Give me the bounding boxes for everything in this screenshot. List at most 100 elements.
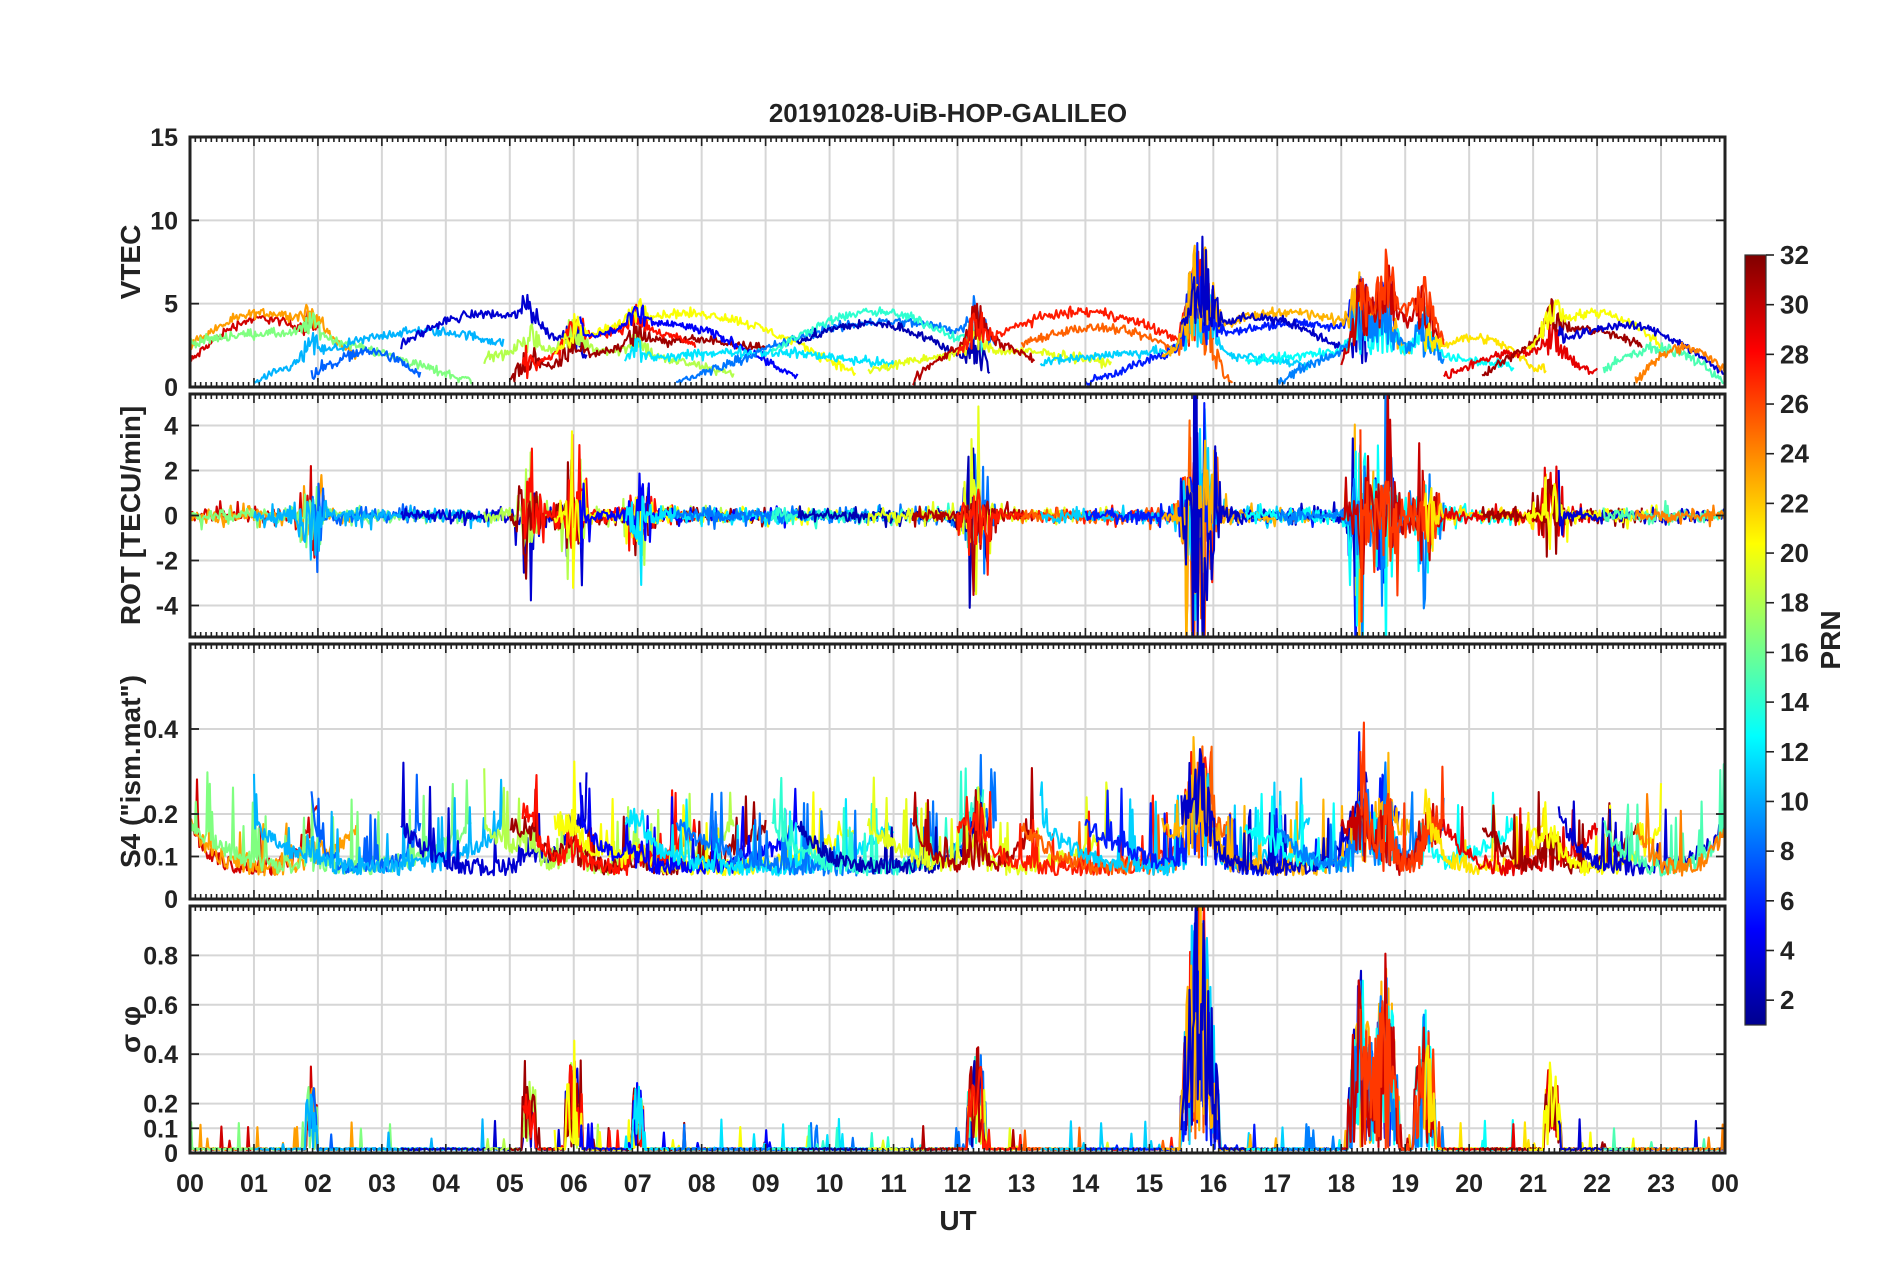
x-tick-label: 04 xyxy=(432,1170,460,1198)
panel-1: 0 5 10 15 VTEC xyxy=(115,124,1727,402)
colorbar-tick-label: 20 xyxy=(1780,538,1809,568)
y-tick-label: 0 xyxy=(164,886,178,914)
colorbar-tick-label: 14 xyxy=(1780,687,1809,717)
x-tick-label: 02 xyxy=(304,1170,332,1198)
x-tick-label: 08 xyxy=(688,1170,716,1198)
series-line xyxy=(911,500,1036,597)
x-tick-label: 01 xyxy=(240,1170,268,1198)
y-tick-label: 0 xyxy=(164,503,178,531)
series-line xyxy=(1442,806,1599,877)
y-tick-label: 0.2 xyxy=(143,1091,178,1119)
colorbar-tick-label: 10 xyxy=(1780,786,1809,816)
colorbar-tick-label: 2 xyxy=(1780,985,1794,1015)
colorbar-tick-label: 26 xyxy=(1780,389,1809,419)
colorbar-tick-label: 28 xyxy=(1780,339,1809,369)
y-tick-label: 0.1 xyxy=(143,844,178,872)
series-line xyxy=(400,1067,587,1152)
y-tick-label: 15 xyxy=(150,124,178,152)
colorbar-tick-label: 30 xyxy=(1780,290,1809,320)
y-axis-label-3: S4 ("ism.mat") xyxy=(115,675,146,868)
series-line xyxy=(1634,341,1725,384)
y-tick-label: 5 xyxy=(164,291,178,319)
x-tick-label: 16 xyxy=(1199,1170,1227,1198)
panel-2: -4 -2 0 2 4 ROT [TECU/min] xyxy=(115,392,1727,639)
x-axis: 00 01 02 03 04 05 06 07 08 09 10 11 12 13 14 15 16 17 18 19… xyxy=(176,1170,1739,1198)
y-axis-label-2: ROT [TECU/min] xyxy=(115,406,146,625)
series-line xyxy=(400,466,588,602)
series-line xyxy=(1557,320,1725,376)
series-line xyxy=(911,766,1036,873)
y-axis-label-4: σ φ xyxy=(115,1006,146,1053)
colorbar-tick-label: 16 xyxy=(1780,637,1809,667)
series-line xyxy=(252,773,505,877)
series-line xyxy=(522,1060,696,1152)
x-tick-label: 19 xyxy=(1391,1170,1419,1198)
series-line xyxy=(190,312,473,385)
series-line xyxy=(521,303,697,380)
colorbar-tick-label: 22 xyxy=(1780,488,1809,518)
series-line xyxy=(1359,248,1445,346)
y-axis-label-1: VTEC xyxy=(115,225,146,300)
x-tick-label: 21 xyxy=(1519,1170,1547,1198)
x-tick-label: 12 xyxy=(944,1170,972,1198)
x-tick-label: 14 xyxy=(1072,1170,1100,1198)
x-tick-label: 05 xyxy=(496,1170,524,1198)
colorbar-tick-label: 18 xyxy=(1780,588,1809,618)
series-line xyxy=(1244,288,1515,372)
x-tick-label: 09 xyxy=(752,1170,780,1198)
series-line xyxy=(310,482,422,574)
series-line xyxy=(1634,793,1725,877)
x-tick-label: 23 xyxy=(1647,1170,1675,1198)
chart-title: 20191028-UiB-HOP-GALILEO xyxy=(769,98,1127,128)
series-line xyxy=(1423,322,1547,374)
series-line xyxy=(675,453,997,593)
x-tick-label: 18 xyxy=(1327,1170,1355,1198)
series-line xyxy=(866,405,1112,596)
series-line xyxy=(554,298,857,376)
x-tick-label: 00 xyxy=(1711,1170,1739,1198)
y-tick-label: 0 xyxy=(164,374,178,402)
series-line xyxy=(1276,280,1445,385)
x-tick-label: 07 xyxy=(624,1170,652,1198)
series-line xyxy=(579,304,799,380)
y-tick-label: 0.4 xyxy=(143,716,178,744)
y-tick-label: -2 xyxy=(156,548,178,576)
x-tick-label: 03 xyxy=(368,1170,396,1198)
colorbar-tick-label: 4 xyxy=(1780,935,1795,965)
y-tick-label: 4 xyxy=(164,413,178,441)
x-tick-label: 11 xyxy=(880,1170,907,1198)
series-line xyxy=(1526,299,1662,351)
y-tick-label: -4 xyxy=(156,593,178,621)
x-tick-label: 00 xyxy=(176,1170,204,1198)
panel-2-series xyxy=(190,394,1725,637)
x-axis-label: UT xyxy=(939,1205,976,1236)
colorbar-tick-label: 24 xyxy=(1780,439,1809,469)
colorbar-tick-label: 6 xyxy=(1780,886,1794,916)
colorbar-tick-label: 12 xyxy=(1780,737,1809,767)
x-tick-label: 10 xyxy=(816,1170,844,1198)
x-tick-label: 17 xyxy=(1263,1170,1291,1198)
x-tick-label: 06 xyxy=(560,1170,588,1198)
series-line xyxy=(1040,906,1310,1152)
series-line xyxy=(310,1087,421,1152)
x-tick-label: 15 xyxy=(1135,1170,1163,1198)
colorbar-gradient xyxy=(1744,254,1767,1026)
series-line xyxy=(1602,341,1725,385)
x-tick-label: 13 xyxy=(1008,1170,1036,1198)
y-tick-label: 0.8 xyxy=(143,942,178,970)
series-line xyxy=(1443,1069,1598,1152)
series-line xyxy=(1602,763,1725,877)
series-line xyxy=(911,1046,1035,1152)
panel-3: 0 0.1 0.2 0.4S4 ("ism.mat") xyxy=(115,642,1727,914)
y-tick-label: 2 xyxy=(164,458,178,486)
series-line xyxy=(1180,235,1368,365)
y-tick-label: 0.4 xyxy=(143,1041,178,1069)
y-tick-label: 0.2 xyxy=(143,801,178,829)
y-tick-label: 0 xyxy=(164,1140,178,1168)
series-line xyxy=(1359,429,1445,623)
series-line xyxy=(623,337,895,368)
series-line xyxy=(770,306,985,357)
x-tick-label: 20 xyxy=(1455,1170,1483,1198)
